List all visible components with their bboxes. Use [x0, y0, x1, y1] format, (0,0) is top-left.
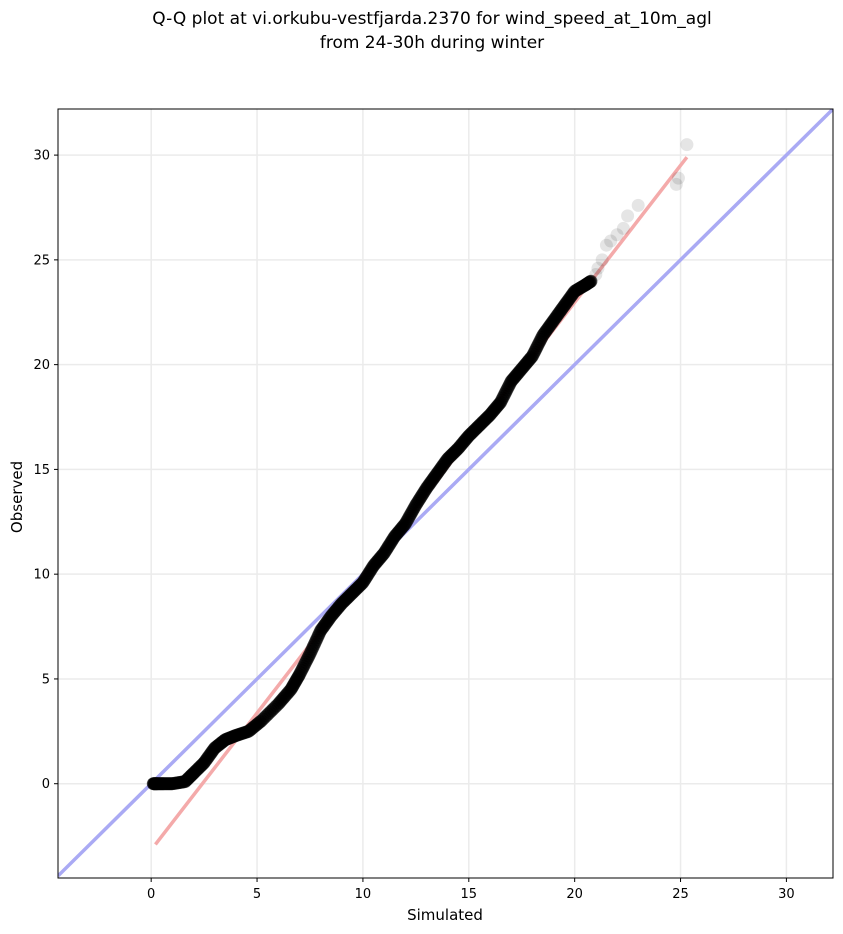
x-tick-label: 5	[253, 887, 261, 902]
y-tick-label: 15	[33, 463, 50, 478]
data-point	[595, 253, 609, 267]
reference-lines	[58, 109, 833, 878]
data-point	[610, 228, 624, 242]
data-point	[680, 138, 694, 152]
y-tick-label: 25	[33, 253, 50, 268]
chart-title-line-2: from 24-30h during winter	[320, 33, 544, 53]
y-tick-label: 5	[42, 672, 50, 687]
data-point	[589, 268, 603, 282]
data-point	[599, 238, 613, 252]
y-axis-label: Observed	[8, 461, 26, 533]
x-tick-label: 30	[778, 887, 795, 902]
y-tick-label: 30	[33, 149, 50, 164]
x-axis-label: Simulated	[407, 906, 483, 924]
x-tick-label: 0	[147, 887, 155, 902]
x-tick-label: 25	[672, 887, 689, 902]
y-tick-label: 20	[33, 358, 50, 373]
x-tick-label: 15	[461, 887, 478, 902]
data-point	[621, 209, 635, 223]
data-point	[616, 221, 630, 235]
axis-ticks: 0 5 10 15 20 25 30 0 5 10 15 20 25 30	[33, 149, 794, 902]
chart-title-line-1: Q-Q plot at vi.orkubu-vestfjarda.2370 fo…	[152, 9, 711, 29]
data-point	[631, 198, 645, 212]
plot-area-frame	[57, 108, 834, 879]
x-tick-label: 10	[355, 887, 372, 902]
data-point	[584, 274, 598, 288]
data-point	[671, 171, 685, 185]
y-tick-label: 10	[33, 568, 50, 583]
identity-line	[58, 109, 833, 878]
data-points	[146, 138, 694, 791]
data-point	[669, 177, 683, 191]
data-point	[604, 234, 618, 248]
grid-lines	[58, 109, 833, 878]
x-tick-label: 20	[566, 887, 583, 902]
y-tick-label: 0	[42, 777, 50, 792]
data-point	[591, 261, 605, 275]
